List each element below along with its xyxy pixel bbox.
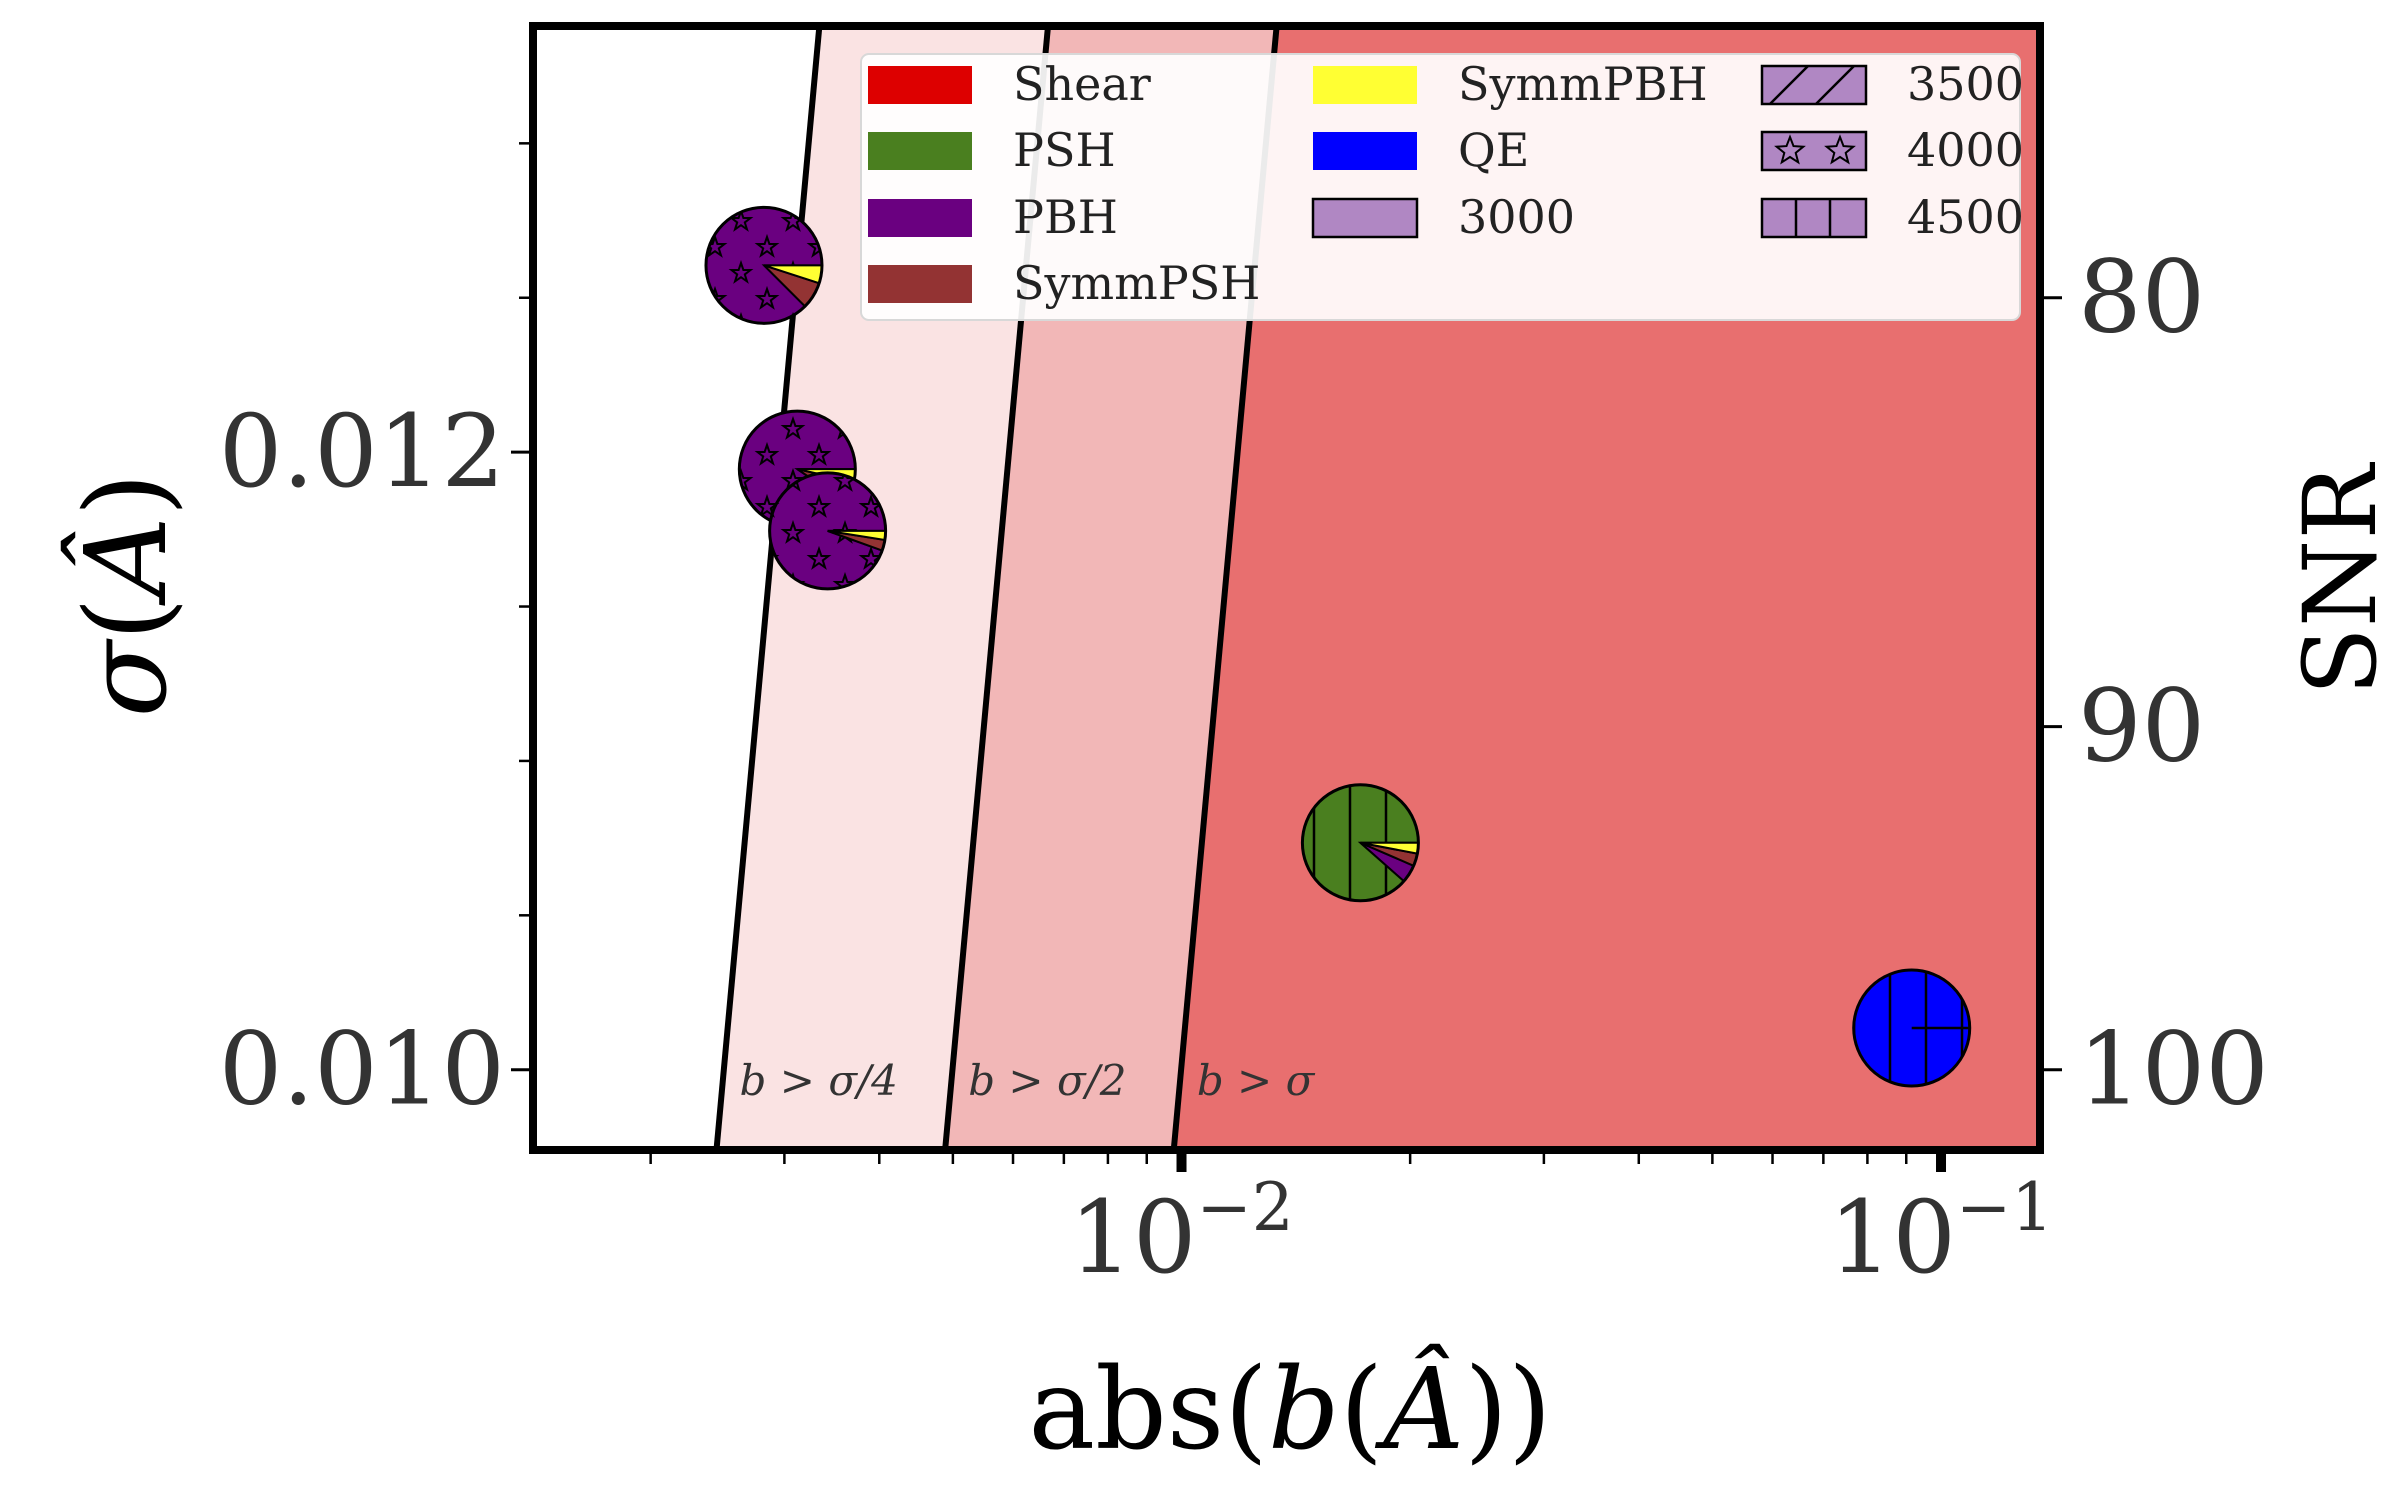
pie-hatch xyxy=(705,207,822,324)
legend-label-pbh: PBH xyxy=(1013,190,1118,244)
legend-label-qe: QE xyxy=(1458,123,1529,177)
pie-marker xyxy=(1852,968,1972,1088)
legend-swatch-symmpbh xyxy=(1313,66,1417,104)
pie-outline xyxy=(704,205,824,325)
legend-swatch-qe xyxy=(1313,132,1417,170)
y-tick-label: 0.012 xyxy=(219,393,505,510)
svg-text:σ(Â): σ(Â) xyxy=(60,473,192,718)
pie-outline xyxy=(1300,783,1420,903)
x-tick-label: 10−2 xyxy=(1069,1169,1294,1296)
legend-swatch-pbh xyxy=(868,199,972,237)
snr-axis-title: SNR xyxy=(2282,462,2399,696)
region-labels: b > σ/4 b > σ/2 b > σ xyxy=(740,1056,1316,1105)
pie-outline xyxy=(1852,968,1972,1088)
legend-label-4500: 4500 xyxy=(1907,190,2024,244)
pie-marker xyxy=(704,205,824,325)
legend-label-4000: 4000 xyxy=(1907,123,2024,177)
pie-marker xyxy=(1300,783,1420,903)
legend-swatch-symmpsh xyxy=(868,265,972,303)
pie-hatch xyxy=(769,472,886,589)
legend-frame xyxy=(860,53,2021,321)
legend-swatch-3500 xyxy=(1760,64,1868,106)
y-tick-label: 0.010 xyxy=(219,1011,505,1128)
legend-label-psh: PSH xyxy=(1013,123,1116,177)
svg-text:abs(b(Â)): abs(b(Â)) xyxy=(1028,1343,1551,1475)
x-axis-title: abs(b(Â)) xyxy=(1028,1343,1551,1475)
legend-swatch-shear xyxy=(868,66,972,104)
legend-hatch xyxy=(1824,134,1856,165)
legend-label-3000: 3000 xyxy=(1458,190,1575,244)
region-label-2: b > σ/2 xyxy=(968,1056,1126,1105)
legend-swatch-4500 xyxy=(1760,197,1868,239)
y-axis-ticks: 0.010 0.012 xyxy=(219,142,533,1128)
pie-outline xyxy=(768,471,888,591)
legend-hatch xyxy=(1769,65,1855,105)
legend-label-3500: 3500 xyxy=(1907,57,2024,111)
snr-tick-label: 80 xyxy=(2078,239,2205,356)
legend-swatch-3000 xyxy=(1311,197,1419,239)
region-boundary-1 xyxy=(713,26,823,1150)
legend-label-symmpbh: SymmPBH xyxy=(1458,57,1708,111)
x-axis-ticks: 10−2 10−1 xyxy=(649,1150,2054,1296)
legend-swatch-4000 xyxy=(1760,130,1868,172)
snr-tick-label: 90 xyxy=(2078,668,2205,785)
svg-text:SNR: SNR xyxy=(2282,462,2399,696)
legend: Shear PSH PBH SymmPSH SymmPBH QE 3000 3500 4000 4… xyxy=(860,53,2024,321)
pie-marker xyxy=(768,471,888,591)
x-tick-label: 10−1 xyxy=(1829,1169,2054,1296)
pie-hatch xyxy=(1302,784,1419,901)
data-points xyxy=(704,205,1972,1088)
snr-axis-ticks: 80 90 100 xyxy=(2040,239,2269,1128)
legend-swatch-psh xyxy=(868,132,972,170)
snr-tick-label: 100 xyxy=(2078,1011,2269,1128)
region-label-3: b > σ xyxy=(1197,1056,1316,1105)
y-axis-title: σ(Â) xyxy=(60,473,192,718)
legend-label-symmpsh: SymmPSH xyxy=(1013,256,1260,310)
legend-hatch xyxy=(1774,134,1806,165)
plot-frame xyxy=(529,22,2044,1154)
legend-label-shear: Shear xyxy=(1013,57,1151,111)
region-label-1: b > σ/4 xyxy=(740,1056,898,1105)
